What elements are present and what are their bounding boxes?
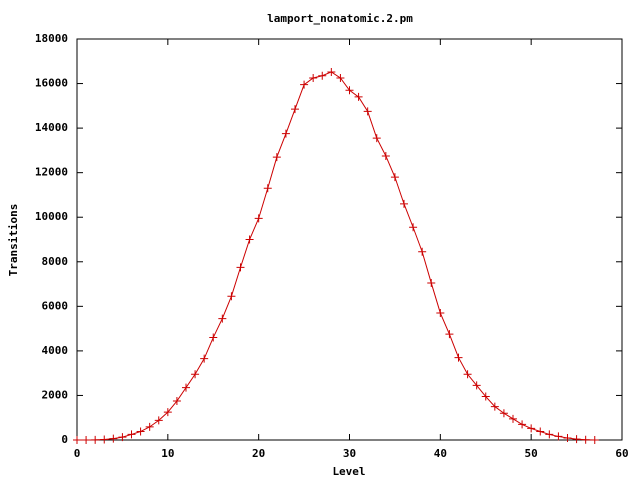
data-point bbox=[527, 424, 536, 433]
data-point bbox=[590, 436, 599, 444]
data-point bbox=[254, 214, 263, 223]
data-point bbox=[454, 353, 463, 362]
data-point bbox=[154, 416, 163, 425]
data-point bbox=[182, 383, 190, 392]
data-point bbox=[145, 422, 154, 431]
y-tick-label: 0 bbox=[61, 433, 68, 446]
data-point bbox=[200, 354, 209, 363]
data-point bbox=[381, 151, 390, 160]
data-point bbox=[91, 435, 100, 444]
y-tick-label: 8000 bbox=[42, 255, 69, 268]
x-tick-label: 40 bbox=[434, 447, 447, 460]
data-point bbox=[463, 370, 472, 379]
data-point bbox=[163, 408, 172, 417]
data-point bbox=[572, 435, 581, 444]
data-point bbox=[581, 435, 590, 444]
data-point bbox=[263, 184, 272, 193]
data-point bbox=[445, 330, 454, 339]
data-point bbox=[472, 381, 481, 390]
data-point bbox=[518, 420, 527, 429]
data-point bbox=[372, 134, 381, 143]
data-point bbox=[281, 129, 290, 138]
data-point bbox=[309, 73, 318, 82]
data-point bbox=[345, 86, 354, 95]
data-point bbox=[409, 223, 418, 232]
x-axis-label: Level bbox=[332, 465, 365, 478]
data-point bbox=[363, 107, 372, 116]
data-point bbox=[73, 436, 81, 444]
data-point bbox=[236, 263, 245, 272]
data-point bbox=[499, 409, 508, 418]
y-tick-label: 16000 bbox=[35, 77, 68, 90]
y-tick-label: 14000 bbox=[35, 121, 68, 134]
data-point bbox=[300, 80, 309, 89]
data-point bbox=[82, 436, 91, 444]
y-tick-label: 2000 bbox=[42, 388, 69, 401]
data-point bbox=[127, 430, 136, 439]
data-point bbox=[354, 92, 363, 101]
data-point bbox=[536, 427, 545, 436]
data-point bbox=[191, 370, 200, 379]
data-point bbox=[100, 435, 109, 444]
data-point bbox=[318, 71, 327, 80]
data-point bbox=[172, 397, 181, 406]
y-tick-label: 6000 bbox=[42, 299, 69, 312]
data-point bbox=[291, 105, 299, 114]
data-point bbox=[218, 314, 227, 323]
x-tick-label: 10 bbox=[161, 447, 174, 460]
data-point bbox=[563, 433, 572, 442]
y-tick-label: 10000 bbox=[35, 210, 68, 223]
data-point bbox=[418, 247, 427, 256]
data-point bbox=[400, 199, 408, 208]
y-tick-label: 12000 bbox=[35, 166, 68, 179]
chart-title: lamport_nonatomic.2.pm bbox=[267, 12, 413, 25]
data-point bbox=[427, 278, 436, 287]
data-point bbox=[390, 173, 399, 182]
x-tick-label: 20 bbox=[252, 447, 265, 460]
data-point bbox=[227, 292, 236, 301]
data-point bbox=[554, 432, 563, 441]
data-point bbox=[490, 402, 499, 411]
data-point bbox=[272, 153, 281, 162]
x-tick-label: 0 bbox=[74, 447, 81, 460]
x-tick-label: 50 bbox=[525, 447, 538, 460]
data-point bbox=[481, 392, 490, 401]
data-point bbox=[136, 427, 145, 436]
x-tick-label: 30 bbox=[343, 447, 356, 460]
data-point bbox=[545, 430, 554, 439]
y-tick-label: 4000 bbox=[42, 344, 69, 357]
y-tick-label: 18000 bbox=[35, 32, 68, 45]
data-point bbox=[436, 309, 445, 318]
x-tick-label: 60 bbox=[615, 447, 628, 460]
data-point bbox=[209, 333, 218, 342]
data-point bbox=[509, 414, 517, 423]
data-point bbox=[245, 235, 254, 244]
data-line bbox=[77, 71, 595, 441]
data-point bbox=[336, 73, 345, 82]
data-point bbox=[118, 433, 127, 442]
data-point bbox=[109, 434, 118, 443]
y-axis-label: Transitions bbox=[7, 204, 20, 277]
data-point bbox=[327, 67, 336, 76]
